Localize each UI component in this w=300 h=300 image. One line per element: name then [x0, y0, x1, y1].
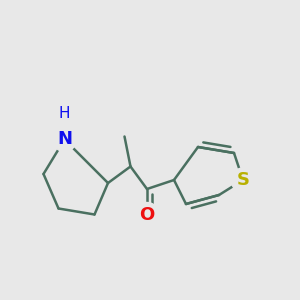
- Text: S: S: [236, 171, 250, 189]
- Text: O: O: [140, 206, 154, 224]
- Circle shape: [231, 168, 255, 192]
- Circle shape: [52, 102, 76, 126]
- Text: N: N: [57, 130, 72, 148]
- Circle shape: [135, 202, 159, 226]
- Text: H: H: [59, 106, 70, 122]
- Circle shape: [52, 128, 76, 152]
